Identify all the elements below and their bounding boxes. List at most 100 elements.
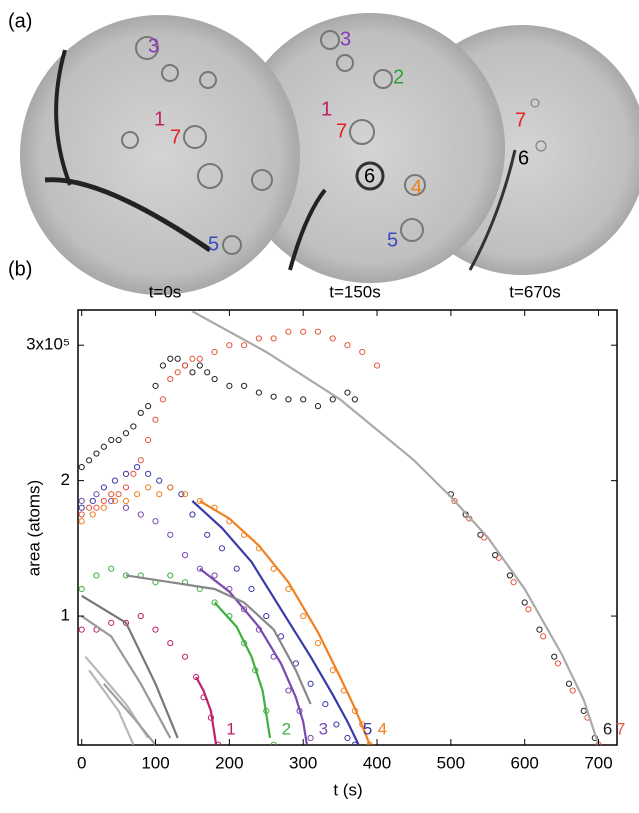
data-point [189,369,196,376]
fit-line [213,601,272,739]
data-point [137,511,144,518]
data-point [226,342,233,349]
droplet-label: 6 [364,165,375,187]
data-point [211,572,218,579]
series-label: 5 [363,719,372,738]
data-point [122,504,130,511]
data-point [344,342,351,349]
data-point [108,491,115,498]
droplet-label: 5 [387,229,398,251]
x-tick-label: 100 [141,753,169,772]
data-point [300,612,307,620]
data-point [241,606,248,613]
data-point [307,680,314,687]
data-point [492,552,499,559]
series-label: 6 [603,719,612,738]
data-point [156,491,163,498]
fit-line [191,310,600,745]
data-point [78,504,85,511]
fit-line [81,615,172,739]
data-point [351,396,358,403]
data-point [145,403,152,410]
data-point [108,565,115,572]
data-point [510,579,517,586]
data-point [108,436,115,444]
data-point [196,355,203,362]
fit-line [199,567,308,745]
data-point [152,382,159,389]
data-point [167,640,174,647]
data-point [285,396,292,403]
data-point [111,497,119,505]
data-point [189,355,196,362]
data-point [93,572,100,579]
data-point [322,701,329,708]
data-point [344,389,351,396]
data-point [344,734,351,742]
data-point [181,362,189,369]
data-point [78,626,85,633]
x-tick-label: 600 [511,753,539,772]
data-point [89,511,96,518]
data-point [233,565,240,572]
data-point [100,497,107,505]
droplet-label: 1 [321,98,332,120]
panel-label: (b) [8,258,32,280]
data-point [451,497,458,505]
droplet-label: 7 [515,109,526,131]
data-point [174,355,181,362]
frame-time: t=0s [149,282,182,301]
data-point [100,443,107,450]
data-point [270,335,277,342]
data-point [167,572,174,579]
data-point [93,504,100,511]
data-point [137,409,144,417]
data-point [248,585,255,593]
data-point [108,619,115,626]
data-point [285,687,292,694]
data-point [329,335,336,342]
droplet-label: 6 [518,147,529,169]
data-point [89,497,96,505]
x-tick-label: 200 [215,753,243,772]
plot-area [78,310,602,745]
data-point [506,572,514,579]
droplet-label: 3 [148,35,159,57]
data-point [536,626,543,633]
data-point [314,403,322,410]
data-point [241,382,248,389]
data-point [551,653,558,660]
data-point [300,328,307,335]
data-point [226,382,233,389]
data-point [93,450,100,457]
data-point [108,497,115,505]
series-label: 1 [226,719,235,738]
data-point [181,552,189,559]
data-point [85,457,93,464]
data-point [174,369,181,376]
data-point [78,518,85,525]
data-point [133,463,141,471]
y-axis-label: area (atoms) [24,480,43,576]
droplet-label: 7 [336,120,347,142]
droplet-label: 2 [393,66,404,88]
data-point [152,518,159,525]
data-point [554,660,562,667]
data-point [167,355,174,362]
y-tick-label: 3x10⁵ [26,335,70,354]
frame-time: t=150s [329,282,381,301]
droplet-label: 3 [340,28,351,50]
data-point [159,396,167,403]
data-point [93,491,100,498]
panel-label: (a) [8,10,32,32]
data-point [122,430,130,437]
data-point [152,416,159,423]
data-point [255,335,262,342]
droplet-label: 1 [154,108,165,130]
data-point [211,348,218,356]
data-point [152,626,159,633]
droplet-label: 7 [170,126,181,148]
data-point [263,612,270,620]
data-point [167,484,174,491]
data-point [122,470,130,477]
